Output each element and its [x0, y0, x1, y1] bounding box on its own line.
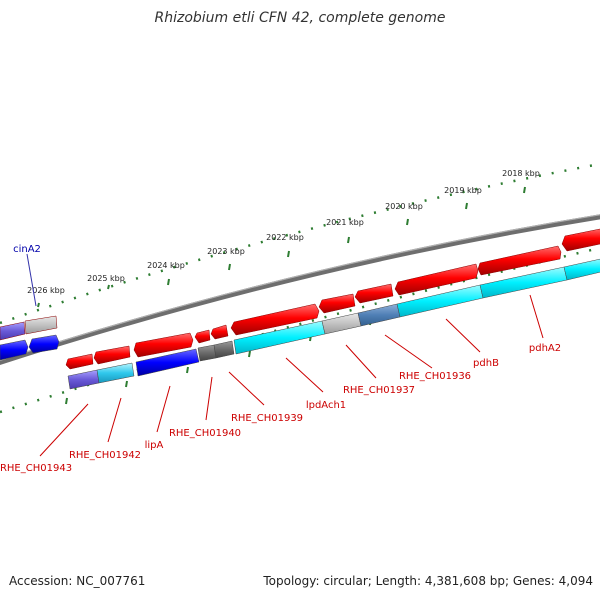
- connector-lpdAch1: [285, 357, 324, 393]
- gene-arrow: [194, 329, 211, 344]
- ruler-tick-label: 2020 kbp: [385, 202, 423, 211]
- ruler-tick-label: 2023 kbp: [207, 247, 245, 256]
- gene-arrow: [318, 293, 356, 314]
- ruler-tick-label: 2018 kbp: [502, 169, 540, 178]
- gene-arrow: [133, 332, 194, 358]
- gene-label-cinA2: cinA2: [13, 244, 41, 255]
- ruler-major-tick: [125, 380, 128, 388]
- gene-arrow: [354, 283, 394, 304]
- gene-arrow: [0, 321, 26, 341]
- connector-cinA2: [26, 253, 37, 307]
- gene-arrow: [213, 340, 235, 359]
- gene-label-RHE_CH01940: RHE_CH01940: [169, 428, 241, 439]
- gene-arrow: [24, 315, 58, 335]
- connector-pdhB: [445, 318, 481, 353]
- ruler-tick-label: 2021 kbp: [326, 218, 364, 227]
- gene-arrow: [65, 353, 94, 370]
- gene-arrow: [561, 228, 600, 252]
- connector-RHE_CH01943: [39, 403, 89, 457]
- ruler-tick-label: 2026 kbp: [27, 286, 65, 295]
- inner-ruler-track: [0, 246, 600, 414]
- gene-label-pdhB: pdhB: [473, 358, 499, 369]
- gene-label-lpdAch1: lpdAch1: [306, 400, 346, 411]
- accession-text: Accession: NC_007761: [9, 574, 146, 588]
- gene-arrow: [394, 263, 479, 296]
- gene-arrow: [93, 345, 131, 365]
- ruler-major-tick: [347, 236, 350, 244]
- gene-label-RHE_CH01942: RHE_CH01942: [69, 450, 141, 461]
- gene-label-RHE_CH01936: RHE_CH01936: [399, 371, 471, 382]
- gene-label-RHE_CH01943: RHE_CH01943: [0, 463, 72, 474]
- ruler-major-tick: [107, 284, 110, 290]
- connector-lipA: [156, 385, 171, 433]
- forward-strand: [0, 228, 600, 370]
- ruler-tick-label: 2019 kbp: [444, 186, 482, 195]
- gene-arrow: [67, 369, 100, 390]
- gene-arrow: [96, 362, 135, 384]
- ruler-major-tick: [523, 186, 526, 194]
- ruler-major-tick: [167, 278, 170, 286]
- gene-arrow: [135, 348, 200, 377]
- connector-RHE_CH01936: [384, 334, 433, 369]
- ruler-tick-label: 2024 kbp: [147, 261, 185, 270]
- gene-label-lipA: lipA: [145, 440, 164, 451]
- ruler-major-tick: [37, 302, 40, 308]
- ruler-major-tick: [228, 263, 231, 271]
- label-connectors: [26, 253, 544, 457]
- gene-arrow: [477, 245, 562, 276]
- ruler-major-tick: [465, 202, 468, 210]
- outer-ruler-track: [0, 162, 600, 325]
- gene-arrow: [210, 324, 229, 340]
- outer-ruler-major-ticks: [37, 186, 526, 308]
- ruler-major-tick: [248, 350, 251, 358]
- connector-RHE_CH01937: [345, 344, 377, 379]
- ruler-tick-label: 2025 kbp: [87, 274, 125, 283]
- genome-stats-text: Topology: circular; Length: 4,381,608 bp…: [263, 574, 593, 588]
- ruler-major-tick: [287, 250, 290, 258]
- gene-arrow: [230, 303, 320, 336]
- genome-backbone-highlight: [0, 214, 600, 362]
- gene-arrow: [563, 258, 600, 281]
- gene-arrow: [197, 344, 217, 362]
- reverse-strand: [0, 258, 600, 390]
- gene-label-pdhA2: pdhA2: [529, 343, 561, 354]
- gene-arrow: [321, 312, 362, 335]
- gene-label-RHE_CH01939: RHE_CH01939: [231, 413, 303, 424]
- connector-RHE_CH01939: [228, 371, 265, 406]
- connector-pdhA2: [529, 294, 544, 339]
- gene-arrow: [28, 334, 60, 354]
- gene-arrow: [0, 339, 29, 361]
- ruler-tick-label: 2022 kbp: [266, 233, 304, 242]
- genome-backbone: [0, 214, 600, 366]
- ruler-major-tick: [406, 218, 409, 226]
- connector-RHE_CH01940: [205, 376, 213, 421]
- connector-RHE_CH01942: [107, 397, 122, 443]
- map-title: Rhizobium etli CFN 42, complete genome: [154, 10, 446, 26]
- ruler-major-tick: [186, 366, 189, 374]
- ruler-major-tick: [65, 397, 68, 405]
- gene-label-RHE_CH01937: RHE_CH01937: [343, 385, 415, 396]
